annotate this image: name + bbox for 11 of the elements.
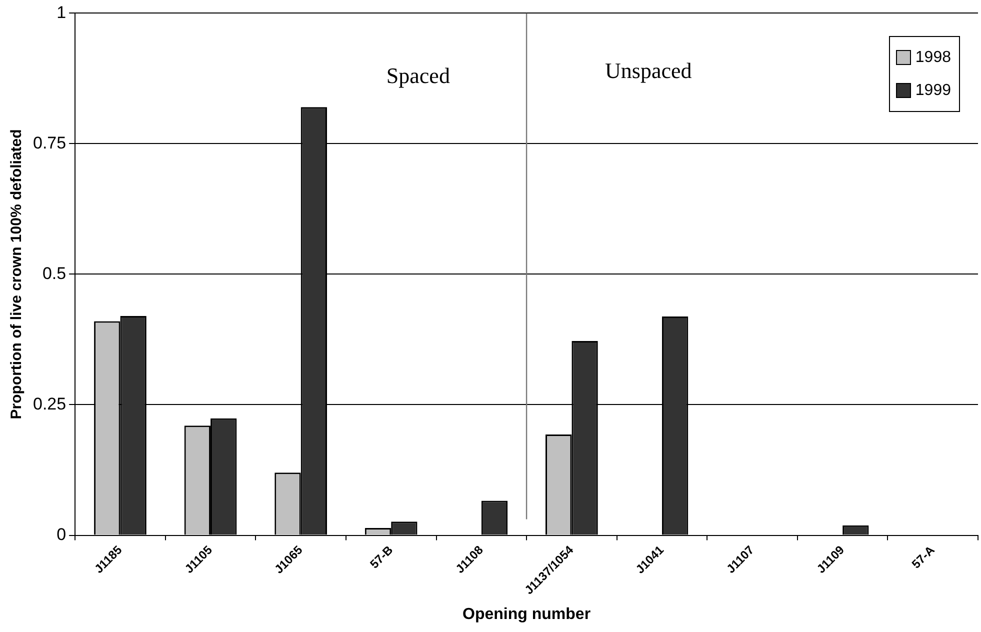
legend-label: 1999 <box>915 82 951 100</box>
y-tick-label: 0 <box>56 524 66 544</box>
annotation: Unspaced <box>605 58 692 84</box>
y-tick-label: 0.75 <box>32 133 66 152</box>
legend-label: 1998 <box>915 48 951 67</box>
x-axis-title: Opening number <box>462 606 591 623</box>
y-tick-label: 0.25 <box>32 394 66 414</box>
y-tick-label: 1 <box>56 2 66 22</box>
y-tick-label: 0.5 <box>42 264 66 283</box>
y-axis-title: Proportion of live crown 100% defoliated <box>8 129 26 420</box>
annotation: Spaced <box>386 63 450 90</box>
